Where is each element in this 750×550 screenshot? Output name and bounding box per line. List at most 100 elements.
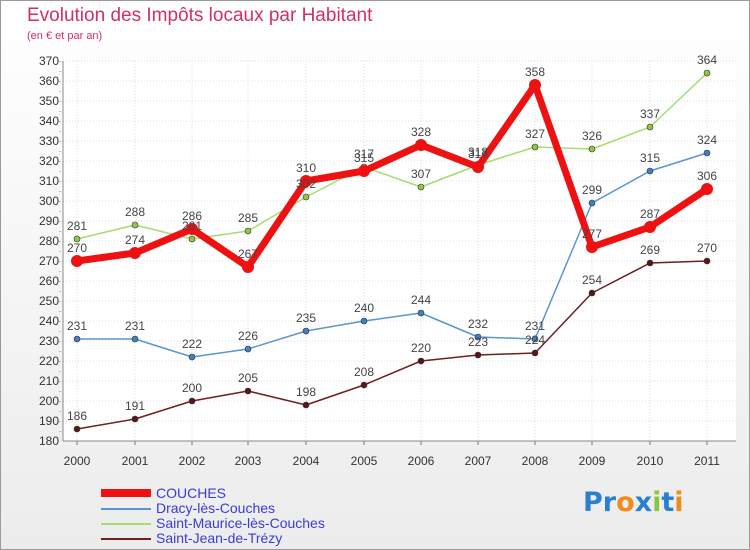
series-line-saint-jean-de-tr-zy (76, 260, 708, 430)
y-tick-label: 300 (39, 194, 59, 208)
data-label: 315 (640, 151, 660, 165)
y-tick-label: 190 (39, 414, 59, 428)
data-label: 324 (697, 133, 717, 147)
data-label: 299 (582, 183, 602, 197)
data-point (588, 199, 596, 207)
y-tick-label: 230 (39, 334, 59, 348)
x-tick-label: 2010 (637, 454, 664, 468)
data-point (588, 145, 596, 153)
data-label: 254 (582, 273, 602, 287)
data-label: 337 (640, 107, 660, 121)
data-label: 287 (640, 207, 660, 221)
data-label: 198 (296, 385, 316, 399)
data-label: 240 (354, 301, 374, 315)
data-label: 317 (354, 147, 374, 161)
data-label: 205 (238, 371, 258, 385)
data-point (131, 221, 139, 229)
data-label: 270 (67, 241, 87, 255)
plot-area (63, 61, 736, 441)
legend-swatch (101, 508, 151, 510)
y-tick-label: 270 (39, 254, 59, 268)
y-tick-label: 330 (39, 134, 59, 148)
data-point (358, 165, 370, 177)
y-tick-label: 250 (39, 294, 59, 308)
legend-label: Saint-Maurice-lès-Couches (156, 515, 325, 531)
x-tick-label: 2005 (351, 454, 378, 468)
data-point (188, 397, 196, 405)
x-tick-label: 2006 (408, 454, 435, 468)
data-point (417, 309, 425, 317)
data-point (472, 161, 484, 173)
data-point (360, 317, 368, 325)
data-point (73, 425, 81, 433)
x-tick-label: 2008 (522, 454, 549, 468)
data-label: 307 (411, 167, 431, 181)
data-label: 186 (67, 409, 87, 423)
data-point (415, 139, 427, 151)
data-label: 326 (582, 129, 602, 143)
data-point (586, 241, 598, 253)
data-label: 270 (697, 241, 717, 255)
y-tick-label: 320 (39, 154, 59, 168)
data-label: 288 (125, 205, 145, 219)
data-point (186, 223, 198, 235)
data-label: 208 (354, 365, 374, 379)
data-point (703, 69, 711, 77)
legend-swatch (101, 538, 151, 540)
y-tick-label: 260 (39, 274, 59, 288)
x-tick-label: 2001 (122, 454, 149, 468)
logo-letter: o (616, 487, 635, 518)
data-label: 244 (411, 293, 431, 307)
y-tick-label: 210 (39, 374, 59, 388)
x-tick-label: 2009 (579, 454, 606, 468)
data-label: 315 (354, 151, 374, 165)
series-line-couches (73, 81, 711, 271)
data-label: 281 (182, 219, 202, 233)
data-point (302, 401, 310, 409)
logo-letter: r (602, 487, 617, 518)
data-label: 269 (640, 243, 660, 257)
data-point (417, 357, 425, 365)
data-point (531, 349, 539, 357)
data-point (71, 255, 83, 267)
legend-label: Dracy-lès-Couches (156, 500, 276, 516)
data-point (703, 257, 711, 265)
data-label: 232 (468, 317, 488, 331)
data-label: 220 (411, 341, 431, 355)
data-point (701, 183, 713, 195)
data-label: 317 (468, 147, 488, 161)
data-label: 364 (697, 53, 717, 67)
x-tick-label: 2000 (64, 454, 91, 468)
y-tick-label: 280 (39, 234, 59, 248)
chart-subtitle: (en € et par an) (27, 30, 103, 42)
x-tick-label: 2002 (179, 454, 206, 468)
y-tick-label: 180 (39, 434, 59, 448)
y-tick-label: 350 (39, 94, 59, 108)
x-tick-label: 2004 (293, 454, 320, 468)
data-label: 306 (697, 169, 717, 183)
data-point (531, 335, 539, 343)
y-tick-label: 240 (39, 314, 59, 328)
legend-label: COUCHES (156, 485, 227, 501)
data-point (644, 221, 656, 233)
data-point (73, 235, 81, 243)
logo-letter: t (661, 487, 675, 518)
data-point (703, 149, 711, 157)
y-tick-label: 360 (39, 74, 59, 88)
y-tick-label: 290 (39, 214, 59, 228)
data-label: 286 (182, 209, 202, 223)
data-label: 200 (182, 381, 202, 395)
data-point (360, 381, 368, 389)
data-label: 224 (525, 333, 545, 347)
data-point (242, 261, 254, 273)
data-point (131, 335, 139, 343)
data-point (129, 247, 141, 259)
data-label: 235 (296, 311, 316, 325)
data-label: 226 (238, 329, 258, 343)
data-point (73, 335, 81, 343)
data-point (244, 227, 252, 235)
logo-letter: x (634, 487, 653, 518)
data-label: 328 (411, 125, 431, 139)
